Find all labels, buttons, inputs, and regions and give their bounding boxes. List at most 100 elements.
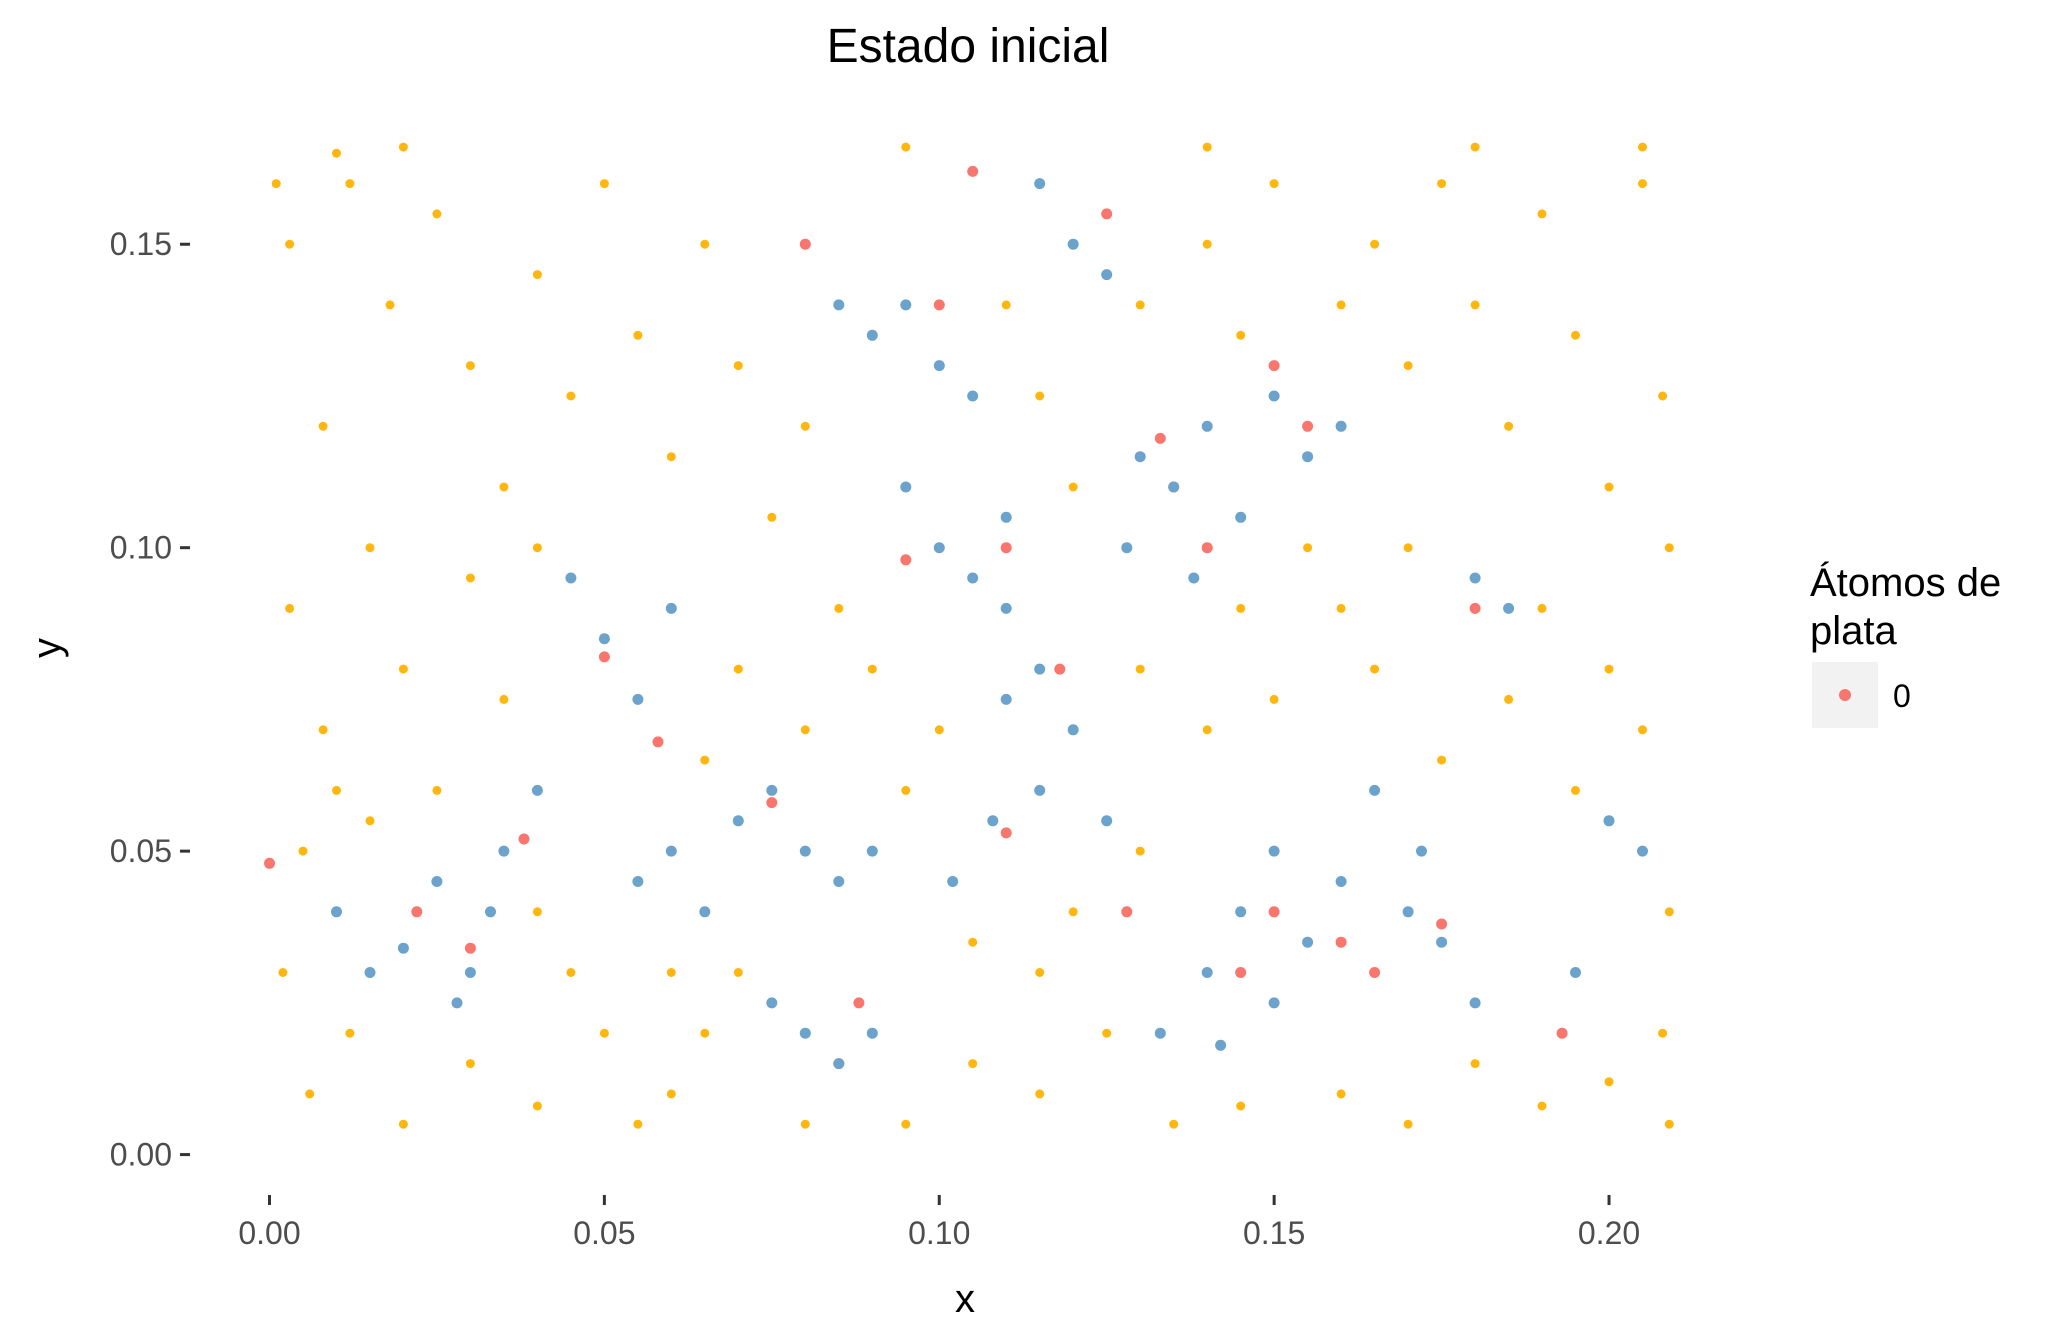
data-point	[451, 997, 463, 1009]
legend-title-line-2: plata	[1810, 609, 1897, 653]
data-point	[1403, 543, 1413, 553]
data-point	[767, 512, 777, 522]
data-point	[298, 846, 308, 856]
data-point	[1269, 694, 1279, 704]
data-point	[900, 481, 912, 493]
data-point	[1303, 543, 1313, 553]
data-point	[465, 361, 475, 371]
data-point	[700, 239, 710, 249]
data-point	[666, 968, 676, 977]
y-tick-label: 0.15	[110, 226, 172, 262]
data-point	[1402, 906, 1414, 918]
data-point	[1403, 361, 1413, 371]
data-point	[331, 906, 342, 918]
data-point	[1235, 967, 1247, 978]
data-point	[1369, 784, 1381, 796]
data-point	[1236, 330, 1246, 340]
data-point	[1638, 179, 1647, 189]
data-point	[1202, 142, 1212, 152]
data-point	[431, 876, 443, 887]
data-point	[1000, 542, 1012, 554]
data-point	[1369, 967, 1381, 978]
data-point	[1416, 845, 1427, 857]
data-point	[332, 785, 341, 795]
data-point	[1035, 391, 1045, 401]
data-point	[1121, 542, 1133, 554]
data-point	[398, 142, 408, 152]
data-point	[866, 845, 878, 857]
data-point	[933, 542, 945, 554]
data-point	[1503, 602, 1515, 614]
data-point	[933, 299, 945, 311]
data-point	[1504, 694, 1514, 704]
data-point	[1470, 142, 1480, 152]
data-point	[397, 942, 409, 954]
data-point	[1571, 785, 1580, 795]
data-point	[305, 1089, 315, 1099]
data-point	[700, 755, 710, 765]
data-point	[834, 603, 844, 613]
data-point	[464, 942, 476, 954]
x-tick-label: 0.10	[908, 1215, 970, 1251]
data-point	[733, 361, 743, 371]
data-point	[285, 603, 295, 613]
data-point	[532, 1101, 542, 1111]
data-point	[1034, 663, 1046, 675]
data-point	[1000, 827, 1012, 839]
data-point	[1302, 936, 1314, 948]
data-point	[666, 1089, 676, 1099]
data-point	[867, 664, 877, 674]
data-point	[1571, 330, 1580, 340]
data-point	[318, 725, 328, 735]
data-point	[866, 1027, 878, 1039]
data-point	[700, 1028, 710, 1038]
data-point	[853, 997, 865, 1009]
data-point	[532, 543, 542, 553]
data-point	[1201, 420, 1213, 432]
data-point	[1034, 784, 1046, 796]
data-point	[1336, 300, 1346, 310]
data-point	[900, 299, 912, 311]
data-point	[1067, 238, 1079, 250]
data-point	[1537, 1101, 1547, 1111]
data-point	[598, 633, 610, 645]
data-point	[732, 815, 744, 827]
data-point	[499, 694, 509, 704]
y-tick-label: 0.00	[110, 1137, 172, 1173]
data-point	[1268, 906, 1280, 918]
data-point	[1469, 602, 1481, 614]
data-point	[1469, 997, 1481, 1009]
data-point	[1603, 815, 1615, 827]
data-point	[1215, 1039, 1227, 1051]
data-point	[271, 179, 281, 189]
data-point	[833, 299, 845, 311]
data-point	[599, 179, 609, 189]
data-point	[1470, 300, 1480, 310]
data-point	[800, 1119, 810, 1129]
data-point	[1537, 209, 1547, 219]
data-point	[1235, 906, 1247, 918]
data-point	[531, 784, 543, 796]
data-point	[432, 785, 442, 795]
data-point	[1154, 432, 1166, 444]
data-point	[1302, 420, 1314, 432]
data-point	[518, 833, 530, 845]
data-point	[947, 876, 959, 887]
data-point	[1101, 815, 1113, 827]
data-point	[1336, 603, 1346, 613]
data-point	[1068, 907, 1078, 917]
data-point	[1135, 846, 1145, 856]
data-point	[1335, 936, 1347, 948]
legend-key-point	[1839, 689, 1851, 701]
legend: Átomos de plata 0	[1810, 560, 2001, 728]
data-point	[967, 572, 979, 584]
data-point	[1570, 967, 1581, 978]
data-point	[1268, 360, 1280, 372]
data-point	[1188, 572, 1200, 584]
data-point	[1035, 1089, 1045, 1099]
data-point	[766, 997, 778, 1009]
x-axis: 0.00 0.05 0.10 0.15 0.20	[238, 1195, 1640, 1251]
data-point	[1202, 725, 1212, 735]
data-point	[901, 142, 911, 152]
data-point	[1121, 906, 1133, 918]
